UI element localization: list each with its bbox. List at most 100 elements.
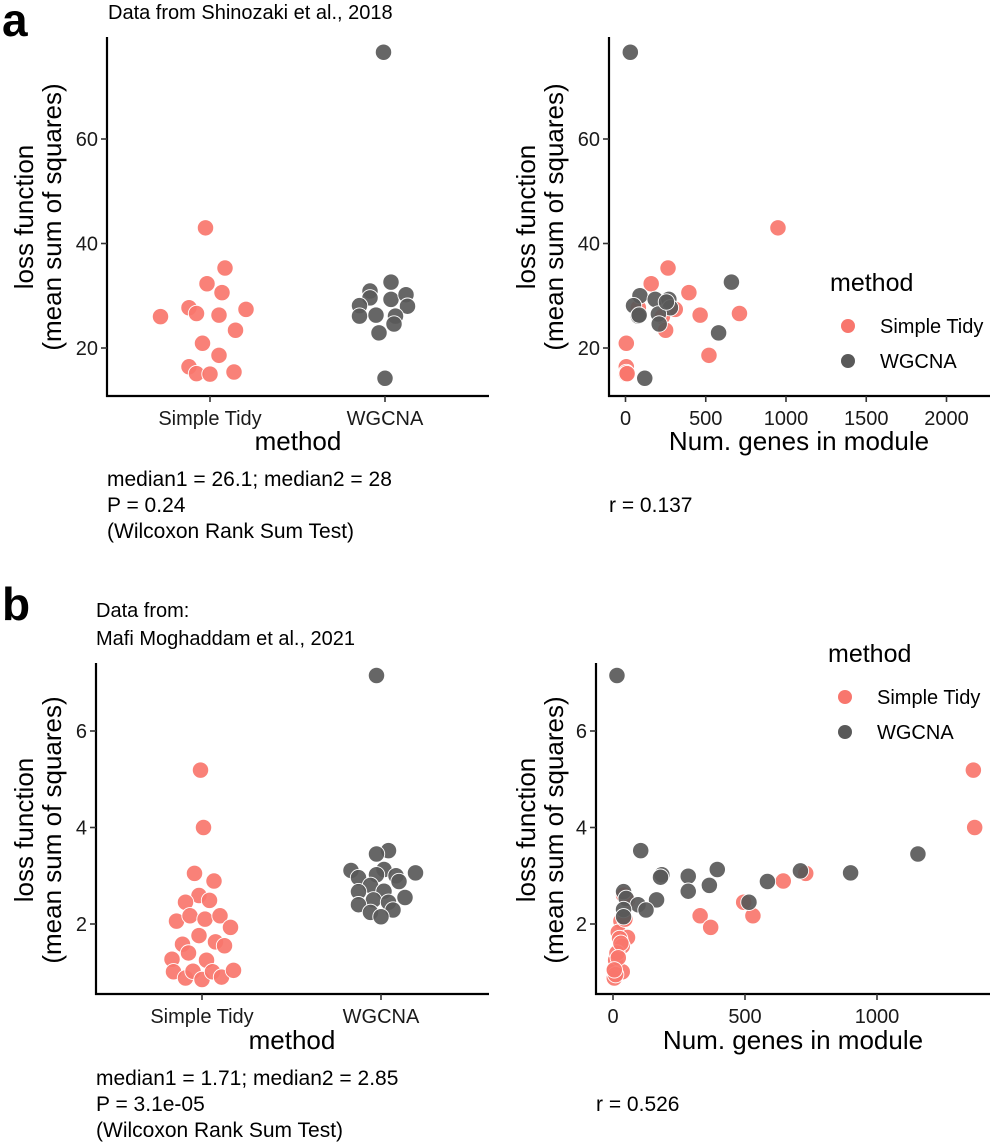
x-axis-title: Num. genes in module (663, 1025, 923, 1055)
data-point-simple-tidy (680, 283, 698, 302)
data-point-wgcna (636, 369, 654, 387)
panel-a-strip-plot: 20 40 60 Simple Tidy WGCNA loss function (m… (9, 37, 489, 543)
data-point-simple-tidy (215, 937, 234, 955)
data-point-wgcna (722, 273, 741, 291)
data-point-simple-tidy (612, 934, 630, 952)
data-point-simple-tidy (210, 306, 228, 324)
data-point-wgcna (650, 315, 668, 333)
data-point-wgcna (791, 862, 810, 880)
x-tick-label: 1000 (764, 408, 809, 430)
data-point-wgcna (630, 306, 648, 324)
y-axis-title-line-1: loss function (511, 145, 541, 290)
data-point-wgcna (614, 908, 633, 926)
panel-a-scatter-plot: 20 40 60 0 500 1000 1500 2000 loss function (m… (511, 37, 990, 517)
legend-label-simple-tidy: Simple Tidy (877, 687, 980, 709)
data-point-simple-tidy (179, 944, 198, 962)
legend-key-simple-tidy (838, 690, 852, 704)
legend-title: method (830, 269, 913, 297)
y-axis-title-line-1: loss function (9, 758, 39, 903)
annotation-correlation: r = 0.137 (609, 494, 692, 517)
data-point-wgcna (708, 860, 726, 879)
legend: method Simple Tidy WGCNA (828, 640, 980, 744)
data-point-simple-tidy (659, 259, 677, 277)
annotation-p-value: P = 0.24 (107, 494, 186, 517)
data-point-wgcna (679, 882, 697, 900)
data-point-wgcna (909, 845, 927, 863)
y-tick-label: 60 (76, 129, 98, 151)
panel-b-title-line-2: Mafi Moghaddam et al., 2021 (96, 628, 355, 650)
data-point-wgcna (376, 369, 394, 387)
data-point-simple-tidy (221, 918, 240, 937)
y-axis-title-line-1: loss function (9, 145, 39, 290)
data-point-wgcna (700, 876, 719, 895)
legend-key-wgcna (841, 354, 855, 368)
data-point-simple-tidy (181, 907, 199, 925)
data-point-simple-tidy (196, 219, 215, 237)
x-tick-label: 0 (620, 408, 631, 430)
panel-a-title: Data from Shinozaki et al., 2018 (108, 2, 393, 24)
data-point-simple-tidy (769, 219, 787, 237)
data-point-simple-tidy (605, 961, 623, 979)
legend-label-wgcna: WGCNA (877, 722, 954, 744)
data-point-simple-tidy (151, 307, 170, 326)
data-point-wgcna (370, 324, 388, 342)
data-point-wgcna (382, 273, 400, 291)
panel-letter-b: b (2, 578, 30, 630)
data-point-simple-tidy (216, 259, 234, 277)
y-tick-label: 2 (76, 914, 87, 936)
y-axis-title-line-2: (mean sum of squares) (539, 696, 569, 963)
data-point-simple-tidy (185, 864, 204, 882)
data-point-simple-tidy (730, 304, 749, 323)
data-point-simple-tidy (225, 363, 243, 381)
annotation-test-name: (Wilcoxon Rank Sum Test) (96, 1119, 343, 1142)
data-point-wgcna (679, 867, 697, 885)
panel-b-strip-plot: 2 4 6 Simple Tidy WGCNA loss function (mean… (9, 663, 489, 1142)
data-point-simple-tidy (702, 918, 720, 937)
x-tick-label-wgcna: WGCNA (343, 1006, 420, 1028)
y-tick-label: 4 (76, 818, 87, 840)
legend-label-simple-tidy: Simple Tidy (880, 316, 983, 338)
data-point-simple-tidy (966, 818, 984, 837)
x-tick-label: 1500 (844, 408, 889, 430)
data-point-simple-tidy (198, 275, 216, 293)
data-point-wgcna (398, 297, 417, 315)
data-point-simple-tidy (224, 961, 243, 979)
y-tick-label: 2 (576, 914, 587, 936)
data-point-simple-tidy (964, 761, 983, 779)
data-point-simple-tidy (617, 334, 635, 352)
panel-b-title-line-1: Data from: (96, 600, 189, 622)
data-point-simple-tidy (187, 304, 206, 323)
data-point-simple-tidy (691, 907, 709, 925)
legend-label-wgcna: WGCNA (880, 351, 957, 373)
annotation-median: median1 = 1.71; median2 = 2.85 (96, 1067, 398, 1090)
data-point-simple-tidy (226, 321, 245, 339)
y-tick-label: 40 (578, 234, 600, 256)
y-tick-label: 4 (576, 818, 587, 840)
data-point-wgcna (637, 901, 655, 919)
data-point-simple-tidy (211, 907, 229, 925)
x-tick-label: 0 (607, 1006, 618, 1028)
x-tick-label: 1000 (855, 1006, 900, 1028)
data-point-simple-tidy (191, 761, 210, 779)
data-point-wgcna (350, 307, 369, 325)
data-point-simple-tidy (201, 365, 219, 383)
y-tick-label: 6 (576, 721, 587, 743)
data-point-simple-tidy (700, 346, 718, 364)
data-point-simple-tidy (237, 300, 255, 318)
x-axis-title: Num. genes in module (669, 426, 929, 456)
data-point-simple-tidy (190, 926, 208, 945)
data-point-wgcna (390, 872, 408, 891)
data-point-wgcna (374, 43, 393, 61)
legend-key-wgcna (838, 725, 852, 739)
x-axis-title: method (255, 426, 342, 456)
data-point-wgcna (758, 872, 777, 891)
data-point-wgcna (385, 315, 403, 333)
data-point-wgcna (608, 666, 626, 685)
data-point-wgcna (651, 868, 670, 886)
y-tick-label: 60 (578, 129, 600, 151)
data-point-simple-tidy (205, 872, 223, 890)
x-tick-label: 2000 (924, 408, 969, 430)
y-axis-title-line-1: loss function (511, 758, 541, 903)
annotation-p-value: P = 3.1e-05 (96, 1093, 205, 1116)
